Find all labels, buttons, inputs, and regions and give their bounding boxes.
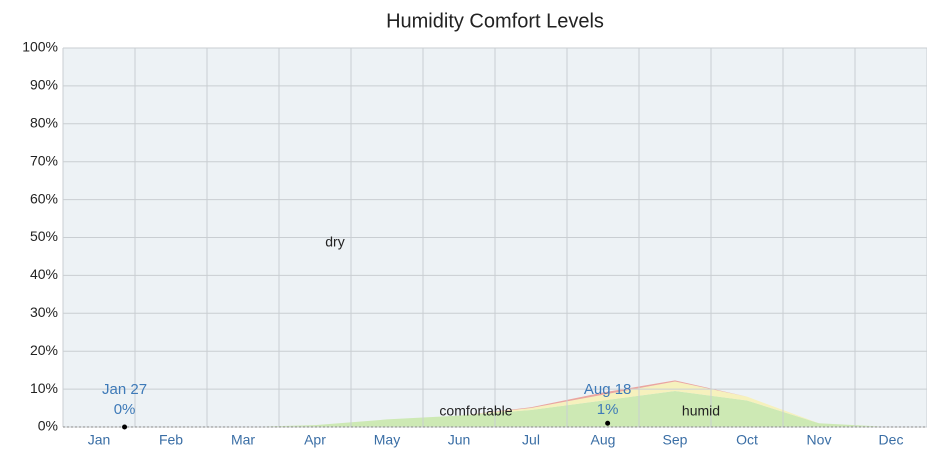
y-tick-label: 20%: [30, 342, 58, 358]
y-tick-label: 40%: [30, 266, 58, 282]
y-tick-label: 80%: [30, 115, 58, 131]
y-tick-label: 60%: [30, 190, 58, 206]
x-tick-label: Aug: [591, 432, 616, 448]
y-tick-label: 30%: [30, 304, 58, 320]
x-tick-label: Nov: [807, 432, 832, 448]
marker-date: Aug 18: [584, 381, 632, 398]
chart-title: Humidity Comfort Levels: [386, 10, 604, 32]
region-label: dry: [325, 234, 344, 250]
series-label: comfortable: [439, 403, 512, 419]
x-tick-label: May: [374, 432, 400, 448]
x-tick-label: Oct: [736, 432, 758, 448]
x-tick-label: Apr: [304, 432, 326, 448]
series-label: humid: [682, 403, 720, 419]
marker-value: 0%: [114, 401, 136, 418]
x-tick-label: Feb: [159, 432, 183, 448]
x-tick-label: Dec: [879, 432, 904, 448]
y-tick-label: 10%: [30, 380, 58, 396]
x-tick-label: Mar: [231, 432, 255, 448]
marker-dot: [122, 424, 128, 430]
marker-value: 1%: [597, 401, 619, 418]
marker-dot: [605, 420, 611, 426]
y-tick-label: 0%: [38, 418, 58, 434]
y-tick-label: 90%: [30, 77, 58, 93]
y-tick-label: 50%: [30, 228, 58, 244]
x-tick-label: Jul: [522, 432, 540, 448]
marker-date: Jan 27: [102, 381, 147, 398]
y-tick-label: 100%: [22, 39, 58, 55]
x-tick-label: Sep: [663, 432, 688, 448]
x-tick-label: Jun: [448, 432, 471, 448]
y-tick-label: 70%: [30, 152, 58, 168]
x-tick-label: Jan: [88, 432, 111, 448]
